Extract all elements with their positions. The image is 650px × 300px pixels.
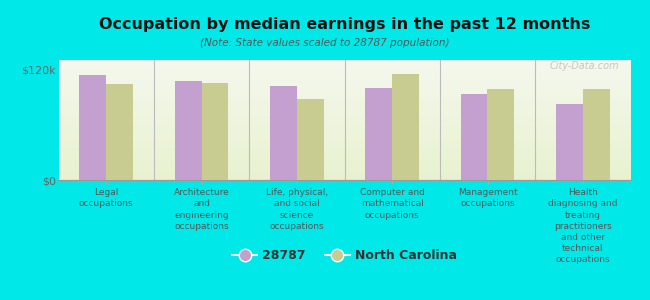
- Bar: [365, 88, 392, 180]
- Legend: 28787, North Carolina: 28787, North Carolina: [227, 244, 462, 267]
- Bar: [392, 74, 419, 180]
- Bar: [106, 84, 133, 180]
- Bar: [365, 88, 392, 180]
- Title: Occupation by median earnings in the past 12 months: Occupation by median earnings in the pas…: [99, 17, 590, 32]
- Bar: [461, 94, 488, 180]
- Bar: [79, 75, 106, 180]
- Bar: [461, 94, 488, 180]
- Bar: [556, 104, 583, 180]
- Bar: [175, 81, 202, 180]
- Text: (Note: State values scaled to 28787 population): (Note: State values scaled to 28787 popu…: [200, 38, 450, 49]
- Bar: [297, 99, 324, 180]
- Bar: [583, 88, 610, 180]
- Bar: [583, 88, 610, 180]
- Bar: [392, 74, 419, 180]
- Bar: [270, 86, 297, 180]
- Bar: [270, 86, 297, 180]
- Bar: [202, 83, 228, 180]
- Bar: [202, 83, 228, 180]
- Bar: [79, 75, 106, 180]
- Text: City-Data.com: City-Data.com: [549, 61, 619, 71]
- Bar: [297, 99, 324, 180]
- Bar: [175, 81, 202, 180]
- Bar: [488, 88, 514, 180]
- Bar: [106, 84, 133, 180]
- Bar: [488, 88, 514, 180]
- Bar: [556, 104, 583, 180]
